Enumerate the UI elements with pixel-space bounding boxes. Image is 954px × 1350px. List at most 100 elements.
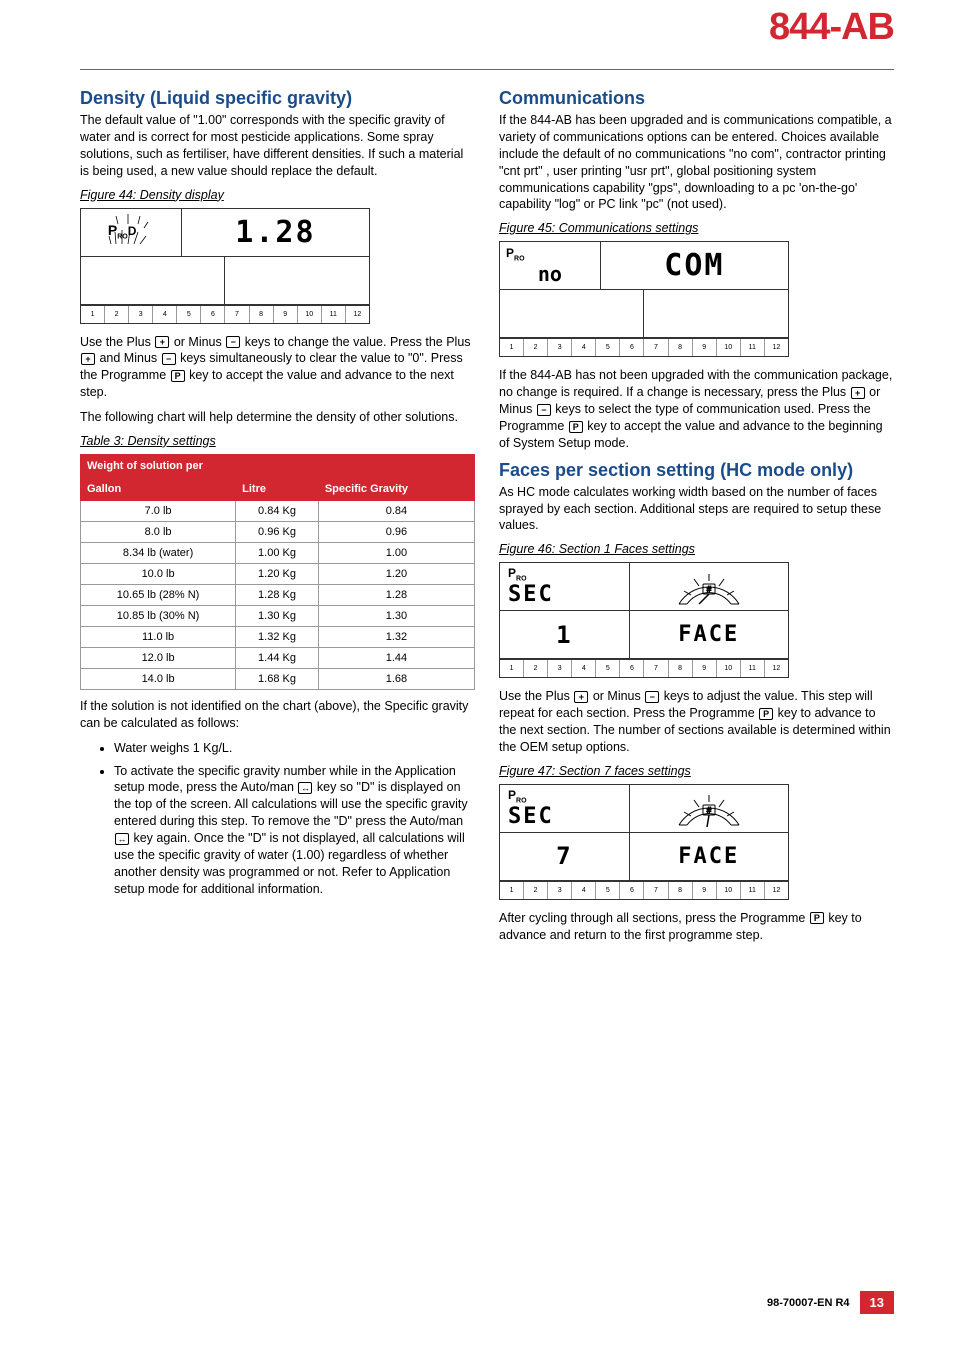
fig44-value: 1.28 — [235, 215, 315, 250]
lcd-footer-cell: 9 — [693, 339, 717, 356]
fig46-num: 1 — [556, 621, 572, 649]
table-header-gallon: Gallon — [81, 477, 236, 500]
fig46-display: PRO SEC # — [499, 562, 789, 678]
fig47-num: 7 — [556, 842, 572, 870]
plus-key-icon: + — [851, 387, 865, 399]
fig45-footer: 123456789101112 — [500, 338, 788, 356]
header-rule — [80, 69, 894, 70]
table-cell: 1.00 Kg — [236, 542, 319, 563]
lcd-footer-cell: 2 — [524, 882, 548, 899]
lcd-footer-cell: 6 — [620, 882, 644, 899]
lcd-footer-cell: 12 — [765, 882, 788, 899]
lcd-footer-cell: 3 — [548, 882, 572, 899]
table-cell: 11.0 lb — [81, 626, 236, 647]
fig45-display: PRO no COM 123456789101112 — [499, 241, 789, 357]
table-cell: 10.65 lb (28% N) — [81, 584, 236, 605]
chart-intro: The following chart will help determine … — [80, 409, 475, 426]
density-table: Weight of solution per Specific Gravity … — [80, 454, 475, 690]
table-cell: 8.34 lb (water) — [81, 542, 236, 563]
table-cell: 1.44 — [318, 647, 474, 668]
table-cell: 1.32 Kg — [236, 626, 319, 647]
plus-key-icon: + — [574, 691, 588, 703]
lcd-footer-cell: 2 — [105, 306, 129, 323]
comm-intro: If the 844-AB has been upgraded and is c… — [499, 112, 894, 213]
table-row: 10.85 lb (30% N)1.30 Kg1.30 — [81, 605, 475, 626]
lcd-footer-cell: 4 — [572, 339, 596, 356]
bullet-water-weight: Water weighs 1 Kg/L. — [114, 740, 475, 757]
table-row: 8.34 lb (water)1.00 Kg1.00 — [81, 542, 475, 563]
lcd-footer-cell: 11 — [741, 882, 765, 899]
table-row: 8.0 lb0.96 Kg0.96 — [81, 521, 475, 542]
programme-key-icon: P — [171, 370, 185, 382]
fig45-left-text: no — [538, 262, 562, 286]
fig47-sec: SEC — [508, 804, 554, 829]
lcd-footer-cell: 6 — [620, 660, 644, 677]
fig47-face: FACE — [678, 844, 739, 869]
programme-key-icon: P — [759, 708, 773, 720]
table-cell: 1.30 — [318, 605, 474, 626]
lcd-footer-cell: 7 — [225, 306, 249, 323]
lcd-footer-cell: 3 — [548, 660, 572, 677]
table-header-litre: Litre — [236, 477, 319, 500]
table-row: 7.0 lb0.84 Kg0.84 — [81, 500, 475, 521]
lcd-footer-cell: 7 — [644, 882, 668, 899]
fig44-footer: 123456789101112 — [81, 305, 369, 323]
table-header-sg: Specific Gravity — [318, 454, 474, 500]
lcd-footer-cell: 6 — [620, 339, 644, 356]
density-heading: Density (Liquid specific gravity) — [80, 88, 475, 109]
table-cell: 0.96 — [318, 521, 474, 542]
lcd-footer-cell: 8 — [250, 306, 274, 323]
faces-keys-para: Use the Plus + or Minus − keys to adjust… — [499, 688, 894, 756]
fig46-caption: Figure 46: Section 1 Faces settings — [499, 542, 894, 556]
fig47-footer: 123456789101112 — [500, 881, 788, 899]
left-column: Density (Liquid specific gravity) The de… — [80, 82, 475, 952]
table-cell: 1.32 — [318, 626, 474, 647]
density-intro: The default value of "1.00" corresponds … — [80, 112, 475, 180]
density-keys-para: Use the Plus + or Minus − keys to change… — [80, 334, 475, 402]
table-cell: 12.0 lb — [81, 647, 236, 668]
lcd-footer-cell: 12 — [765, 339, 788, 356]
lcd-footer-cell: 4 — [572, 882, 596, 899]
table-cell: 0.84 — [318, 500, 474, 521]
lcd-footer-cell: 6 — [201, 306, 225, 323]
lcd-footer-cell: 1 — [500, 660, 524, 677]
table-cell: 10.85 lb (30% N) — [81, 605, 236, 626]
table-cell: 1.44 Kg — [236, 647, 319, 668]
faces-heading: Faces per section setting (HC mode only) — [499, 460, 894, 481]
lcd-footer-cell: 7 — [644, 660, 668, 677]
svg-text:#: # — [707, 585, 712, 594]
automan-key-icon: ↔ — [115, 833, 129, 845]
table3-caption: Table 3: Density settings — [80, 434, 475, 448]
lcd-footer-cell: 7 — [644, 339, 668, 356]
lcd-footer-cell: 10 — [298, 306, 322, 323]
table-cell: 1.68 — [318, 668, 474, 689]
table-row: 10.65 lb (28% N)1.28 Kg1.28 — [81, 584, 475, 605]
lcd-footer-cell: 5 — [596, 882, 620, 899]
table-cell: 1.28 Kg — [236, 584, 319, 605]
fig44-caption: Figure 44: Density display — [80, 188, 475, 202]
lcd-footer-cell: 9 — [693, 660, 717, 677]
table-row: 14.0 lb1.68 Kg1.68 — [81, 668, 475, 689]
lcd-footer-cell: 1 — [500, 882, 524, 899]
programme-key-icon: P — [569, 421, 583, 433]
fig46-face: FACE — [678, 622, 739, 647]
table-row: 10.0 lb1.20 Kg1.20 — [81, 563, 475, 584]
lcd-footer-cell: 3 — [129, 306, 153, 323]
table-row: 12.0 lb1.44 Kg1.44 — [81, 647, 475, 668]
calc-intro: If the solution is not identified on the… — [80, 698, 475, 732]
table-cell: 0.84 Kg — [236, 500, 319, 521]
table-cell: 1.28 — [318, 584, 474, 605]
bullet-activate-sg: To activate the specific gravity number … — [114, 763, 475, 898]
table-row: 11.0 lb1.32 Kg1.32 — [81, 626, 475, 647]
fig44-display: PROD 1.28 123456789101112 — [80, 208, 370, 324]
right-column: Communications If the 844-AB has been up… — [499, 82, 894, 952]
lcd-footer-cell: 5 — [596, 339, 620, 356]
table-cell: 10.0 lb — [81, 563, 236, 584]
document-number: 98-70007-EN R4 — [767, 1297, 850, 1309]
svg-text:#: # — [707, 806, 712, 815]
lcd-footer-cell: 8 — [669, 660, 693, 677]
lcd-footer-cell: 12 — [765, 660, 788, 677]
table-cell: 1.68 Kg — [236, 668, 319, 689]
lcd-footer-cell: 11 — [741, 339, 765, 356]
lcd-footer-cell: 12 — [346, 306, 369, 323]
